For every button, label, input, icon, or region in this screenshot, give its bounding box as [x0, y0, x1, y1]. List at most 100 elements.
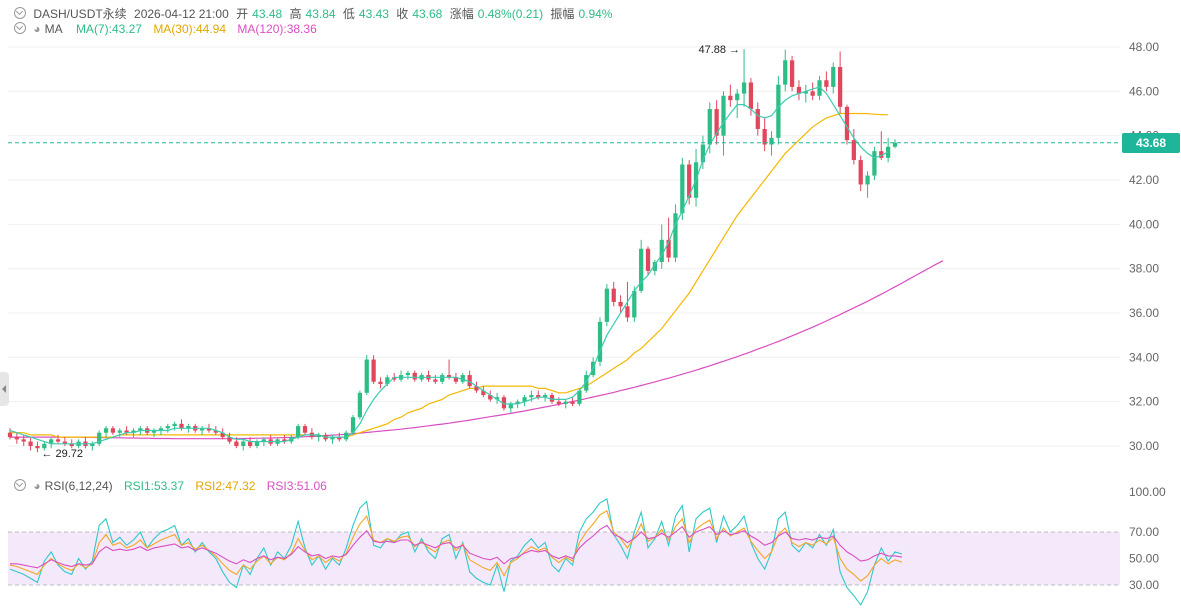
candle-body: [556, 401, 561, 404]
candle-body: [131, 430, 136, 433]
candle-body: [316, 434, 321, 438]
eye-icon[interactable]: ◕: [33, 22, 41, 36]
candle-body: [515, 401, 520, 404]
symbol-label: DASH/USDT永续: [33, 7, 127, 21]
candle-body: [741, 82, 747, 94]
high-marker: 47.88 →: [698, 44, 740, 56]
eye-icon[interactable]: ◕: [33, 479, 41, 493]
ma120-line-group: [10, 260, 944, 440]
candle-body: [302, 426, 308, 433]
open-label: 开: [236, 7, 249, 21]
candle-body: [851, 140, 856, 161]
candle-body: [179, 423, 184, 429]
candle-body: [446, 375, 452, 378]
candle-body: [385, 377, 390, 384]
candle-body: [282, 439, 287, 442]
candle-body: [858, 160, 863, 185]
open-value: 43.48: [252, 7, 283, 21]
ma7-legend: MA(7):43.27: [75, 22, 142, 36]
candle-body: [735, 93, 740, 101]
candle-body: [151, 430, 157, 433]
candle-body: [618, 301, 623, 307]
candlestick-series: [7, 49, 898, 453]
price-tick-label: 46.00: [1129, 84, 1159, 98]
candle-body: [652, 262, 658, 271]
candle-body: [803, 91, 808, 94]
candle-body: [755, 109, 760, 130]
low-value: 43.43: [358, 7, 389, 21]
candle-body: [103, 428, 109, 433]
candle-body: [227, 437, 232, 442]
candle-body: [522, 397, 527, 402]
candle-body: [879, 151, 884, 158]
candle-body: [69, 443, 74, 446]
rsi-tick-label: 50.00: [1129, 552, 1159, 566]
candle-body: [344, 432, 349, 440]
candle-body: [110, 428, 116, 433]
candle-body: [296, 426, 301, 438]
ma-legend: ◕ MA MA(7):43.27 MA(30):44.94 MA(120):38.…: [14, 22, 321, 36]
ma120-legend: MA(120):38.36: [237, 22, 317, 36]
candle-body: [570, 401, 575, 404]
price-tick-label: 36.00: [1129, 306, 1159, 320]
candle-body: [364, 359, 369, 393]
datetime-label: 2026-04-12 21:00: [134, 7, 229, 21]
collapse-chevron-icon[interactable]: [14, 7, 26, 19]
candle-body: [892, 142, 898, 147]
low-label: 低: [342, 7, 355, 21]
candle-body: [158, 428, 164, 431]
candle-body: [666, 239, 671, 258]
rsi2-line: [9, 509, 903, 582]
candle-body: [337, 437, 342, 440]
candle-body: [378, 381, 383, 384]
collapse-chevron-icon[interactable]: [14, 22, 26, 34]
expand-left-handle[interactable]: [0, 372, 9, 406]
candle-body: [247, 441, 253, 446]
candle-body: [769, 137, 774, 145]
rsi-tick-label: 100.00: [1129, 485, 1166, 499]
candle-body: [549, 395, 555, 402]
amplitude-value: 0.94%: [578, 7, 613, 21]
ma120-line: [10, 260, 944, 440]
close-label: 收: [396, 7, 409, 21]
ma-indicator-label: MA: [44, 22, 63, 36]
candle-body: [481, 390, 486, 396]
high-value: 43.84: [305, 7, 336, 21]
high-label: 高: [289, 7, 302, 21]
candle-body: [55, 439, 61, 442]
candle-body: [604, 288, 609, 322]
candle-body: [165, 426, 170, 429]
candle-body: [645, 248, 651, 271]
amplitude-label: 振幅: [550, 7, 575, 21]
candle-body: [831, 66, 836, 87]
rsi-tick-label: 30.00: [1129, 578, 1159, 592]
candle-body: [467, 375, 472, 387]
candle-body: [90, 443, 95, 446]
ohlc-header: DASH/USDT永续 2026-04-12 21:00 开 43.48 高 43.…: [14, 5, 616, 22]
candle-body: [453, 377, 459, 382]
candle-body: [330, 437, 335, 440]
candle-body: [124, 430, 129, 433]
candle-body: [405, 372, 411, 376]
candle-body: [577, 390, 582, 404]
candle-body: [392, 377, 397, 380]
price-grid: [8, 46, 1120, 447]
collapse-chevron-icon[interactable]: [14, 479, 26, 491]
low-marker: ← 29.72: [41, 448, 83, 460]
ma30-legend: MA(30):44.94: [153, 22, 227, 36]
candle-body: [707, 109, 712, 145]
rsi3-line: [10, 524, 902, 569]
candle-body: [412, 372, 417, 380]
candle-body: [7, 432, 13, 438]
rsi1-line: [9, 498, 903, 606]
candle-body: [762, 129, 767, 145]
price-axis[interactable]: 48.0046.0044.0042.0040.0038.0036.0034.00…: [1129, 40, 1166, 592]
candle-body: [254, 441, 260, 446]
candle-body: [687, 164, 692, 198]
candle-body: [28, 441, 33, 446]
candle-body: [542, 395, 548, 398]
rsi-indicator-label: RSI(6,12,24): [44, 479, 113, 493]
candle-body: [62, 441, 68, 444]
candle-body: [817, 80, 822, 96]
